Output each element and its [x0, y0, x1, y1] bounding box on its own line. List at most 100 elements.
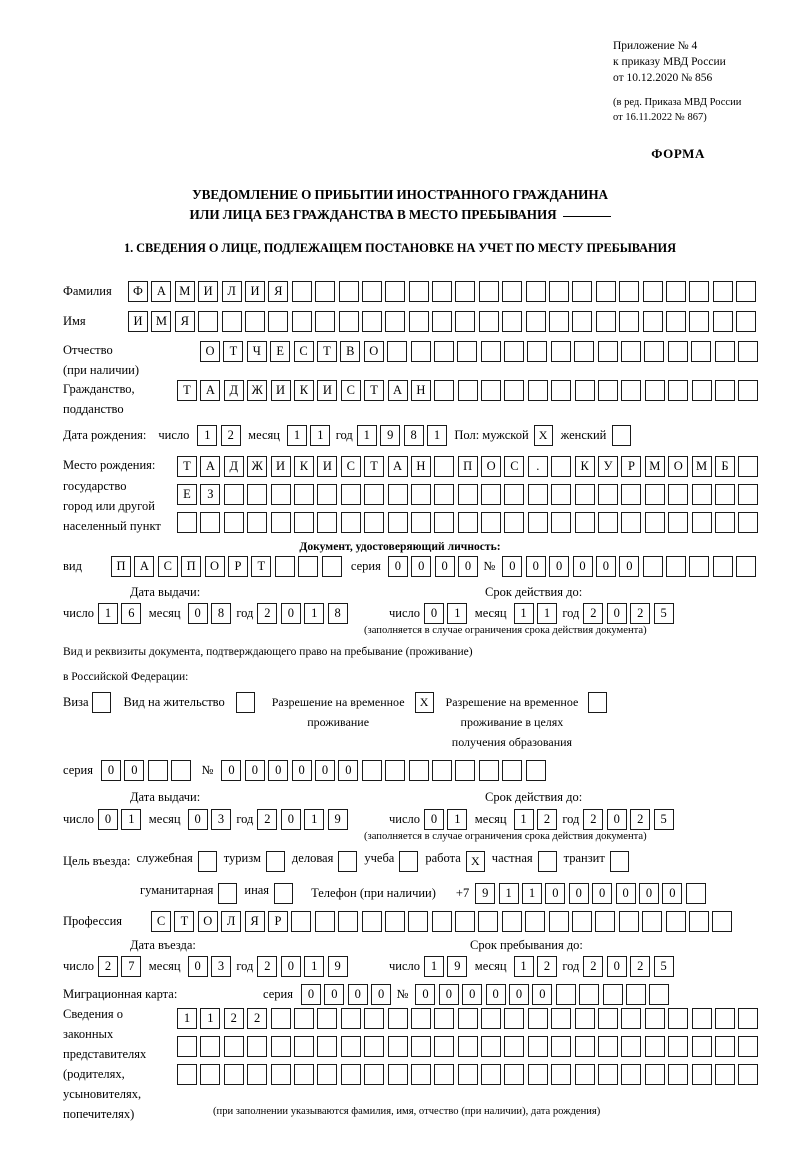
char-cell[interactable]: Д	[223, 456, 244, 477]
char-cell[interactable]: 1	[177, 1008, 197, 1029]
char-cell[interactable]	[738, 1064, 759, 1085]
char-cell[interactable]	[481, 1008, 502, 1029]
char-cell[interactable]	[317, 1064, 338, 1085]
char-cell[interactable]	[410, 1008, 431, 1029]
char-cell[interactable]	[525, 760, 546, 781]
char-cell[interactable]	[387, 484, 408, 505]
char-cell[interactable]: М	[644, 456, 665, 477]
char-cell[interactable]	[668, 1064, 689, 1085]
char-cell[interactable]: 8	[210, 603, 231, 624]
char-cell[interactable]	[666, 556, 687, 577]
char-cell[interactable]	[457, 1008, 478, 1029]
char-cell[interactable]: 1	[197, 425, 218, 446]
char-cell[interactable]	[223, 1036, 244, 1057]
char-cell[interactable]: 1	[447, 603, 468, 624]
char-cell[interactable]	[621, 1008, 642, 1029]
char-cell[interactable]	[298, 556, 319, 577]
char-cell[interactable]	[434, 380, 455, 401]
char-cell[interactable]	[598, 1064, 619, 1085]
char-cell[interactable]	[315, 311, 336, 332]
char-cell[interactable]: 0	[606, 603, 627, 624]
char-cell[interactable]: 0	[438, 984, 459, 1005]
char-cell[interactable]: 5	[653, 956, 674, 977]
char-cell[interactable]	[574, 512, 595, 533]
char-cell[interactable]	[644, 1036, 665, 1057]
char-cell[interactable]	[361, 760, 382, 781]
char-cell[interactable]	[480, 341, 501, 362]
char-cell[interactable]: О	[200, 341, 220, 362]
char-cell[interactable]	[691, 484, 712, 505]
char-cell[interactable]	[621, 341, 642, 362]
char-cell[interactable]: 0	[268, 760, 289, 781]
char-cell[interactable]: И	[198, 281, 219, 302]
permit-temp-checkbox[interactable]: X	[414, 692, 434, 713]
birthplace-cells-3[interactable]	[177, 512, 762, 533]
char-cell[interactable]: 0	[187, 603, 208, 624]
char-cell[interactable]	[714, 484, 735, 505]
char-cell[interactable]	[668, 1036, 689, 1057]
purpose-option-checkbox[interactable]	[218, 883, 238, 904]
char-cell[interactable]	[338, 311, 359, 332]
char-cell[interactable]: Д	[223, 380, 244, 401]
char-cell[interactable]	[625, 984, 646, 1005]
char-cell[interactable]	[504, 1036, 525, 1057]
char-cell[interactable]	[434, 1008, 455, 1029]
char-cell[interactable]	[551, 456, 572, 477]
char-cell[interactable]	[504, 512, 525, 533]
char-cell[interactable]: 1	[426, 425, 447, 446]
char-cell[interactable]	[574, 1064, 595, 1085]
char-cell[interactable]: 9	[327, 809, 348, 830]
char-cell[interactable]	[598, 1008, 619, 1029]
char-cell[interactable]: 1	[447, 809, 468, 830]
char-cell[interactable]: 3	[210, 809, 231, 830]
char-cell[interactable]	[177, 512, 197, 533]
char-cell[interactable]	[579, 984, 600, 1005]
char-cell[interactable]	[598, 484, 619, 505]
char-cell[interactable]	[685, 883, 706, 904]
char-cell[interactable]	[457, 484, 478, 505]
char-cell[interactable]	[691, 1064, 712, 1085]
char-cell[interactable]: Ж	[247, 456, 268, 477]
char-cell[interactable]: 1	[498, 883, 519, 904]
char-cell[interactable]: 2	[536, 956, 557, 977]
char-cell[interactable]: А	[200, 456, 221, 477]
char-cell[interactable]	[200, 1036, 221, 1057]
char-cell[interactable]	[198, 311, 219, 332]
char-cell[interactable]	[598, 1036, 619, 1057]
permit-residence-checkbox[interactable]	[235, 692, 255, 713]
char-cell[interactable]	[688, 911, 709, 932]
char-cell[interactable]	[665, 311, 686, 332]
char-cell[interactable]: 0	[280, 809, 301, 830]
char-cell[interactable]	[525, 911, 546, 932]
char-cell[interactable]: 1	[356, 425, 377, 446]
char-cell[interactable]	[668, 512, 689, 533]
char-cell[interactable]: Л	[221, 281, 242, 302]
char-cell[interactable]: З	[200, 484, 221, 505]
char-cell[interactable]	[317, 512, 338, 533]
char-cell[interactable]	[408, 311, 429, 332]
char-cell[interactable]: 1	[304, 809, 325, 830]
char-cell[interactable]	[550, 341, 571, 362]
char-cell[interactable]	[738, 484, 759, 505]
char-cell[interactable]	[504, 1064, 525, 1085]
char-cell[interactable]: 0	[371, 984, 392, 1005]
char-cell[interactable]	[274, 556, 295, 577]
char-cell[interactable]	[455, 281, 476, 302]
char-cell[interactable]	[387, 1064, 408, 1085]
char-cell[interactable]: 9	[327, 956, 348, 977]
char-cell[interactable]: 3	[210, 956, 231, 977]
char-cell[interactable]	[527, 1008, 548, 1029]
char-cell[interactable]	[502, 281, 523, 302]
